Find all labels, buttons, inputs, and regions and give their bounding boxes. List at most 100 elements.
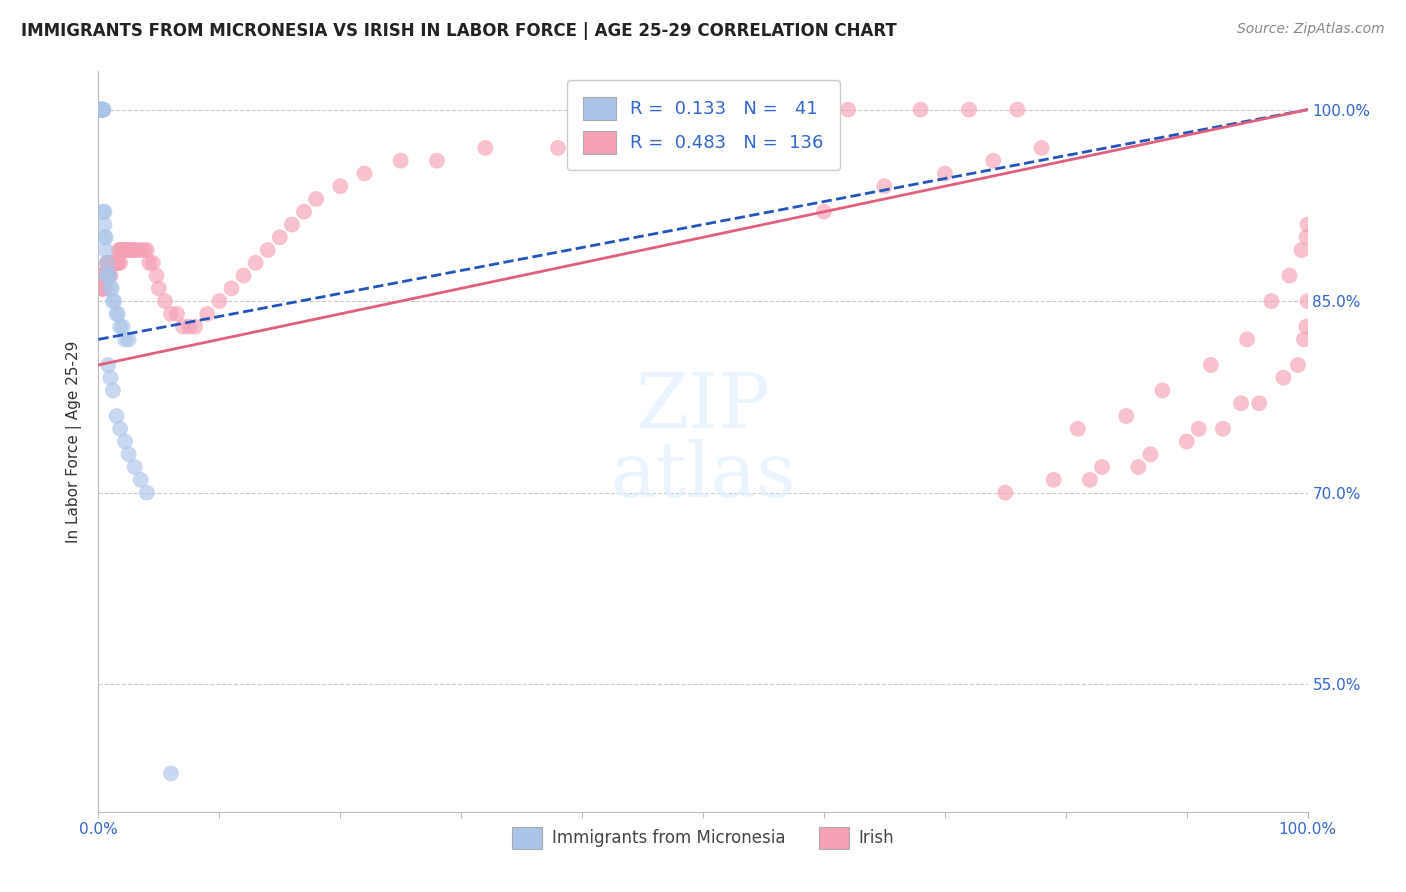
Point xyxy=(91,103,114,117)
Point xyxy=(101,256,124,270)
Legend: Immigrants from Micronesia, Irish: Immigrants from Micronesia, Irish xyxy=(505,821,901,855)
Point xyxy=(97,268,120,283)
Point xyxy=(117,243,139,257)
Point xyxy=(100,268,122,283)
Point xyxy=(1292,333,1315,347)
Point xyxy=(353,166,375,180)
Point xyxy=(1296,218,1319,232)
Point xyxy=(245,256,267,270)
Point xyxy=(100,256,122,270)
Point xyxy=(91,281,114,295)
Point xyxy=(98,256,121,270)
Point xyxy=(94,268,117,283)
Point xyxy=(716,115,738,129)
Point xyxy=(94,230,117,244)
Point xyxy=(96,268,118,283)
Point xyxy=(93,268,115,283)
Point xyxy=(96,256,118,270)
Point xyxy=(135,485,157,500)
Point xyxy=(1115,409,1137,423)
Point xyxy=(1007,103,1029,117)
Point xyxy=(93,218,115,232)
Point xyxy=(89,268,111,283)
Point xyxy=(547,141,569,155)
Point xyxy=(114,333,136,347)
Point xyxy=(118,243,141,257)
Point xyxy=(93,281,115,295)
Point xyxy=(120,243,142,257)
Point xyxy=(94,268,117,283)
Point xyxy=(114,243,136,257)
Point xyxy=(91,281,114,295)
Point xyxy=(94,268,117,283)
Point xyxy=(91,268,114,283)
Point xyxy=(100,370,122,384)
Point xyxy=(103,256,125,270)
Point xyxy=(100,281,122,295)
Point xyxy=(110,243,132,257)
Point xyxy=(142,256,165,270)
Point xyxy=(1078,473,1101,487)
Point xyxy=(105,256,128,270)
Point xyxy=(994,485,1017,500)
Point xyxy=(91,281,114,295)
Point xyxy=(97,268,120,283)
Point xyxy=(91,103,114,117)
Point xyxy=(1175,434,1198,449)
Point xyxy=(1291,243,1313,257)
Point xyxy=(93,268,115,283)
Point xyxy=(232,268,254,283)
Point xyxy=(135,243,157,257)
Point xyxy=(100,256,122,270)
Point xyxy=(108,243,131,257)
Point xyxy=(153,294,176,309)
Point xyxy=(91,281,114,295)
Point xyxy=(90,268,112,283)
Point xyxy=(91,281,114,295)
Point xyxy=(813,204,835,219)
Point xyxy=(111,319,134,334)
Point xyxy=(269,230,291,244)
Point xyxy=(91,103,114,117)
Point xyxy=(100,256,122,270)
Point xyxy=(934,166,956,180)
Point xyxy=(104,256,127,270)
Point xyxy=(100,256,122,270)
Point xyxy=(108,256,131,270)
Point xyxy=(107,256,129,270)
Point xyxy=(97,256,120,270)
Point xyxy=(329,179,352,194)
Point xyxy=(108,319,131,334)
Point xyxy=(1272,370,1295,384)
Point xyxy=(166,307,188,321)
Point xyxy=(595,128,617,143)
Point xyxy=(184,319,207,334)
Point xyxy=(208,294,231,309)
Point xyxy=(1278,268,1301,283)
Point xyxy=(93,230,115,244)
Point xyxy=(96,268,118,283)
Point xyxy=(96,268,118,283)
Point xyxy=(105,307,128,321)
Point xyxy=(93,281,115,295)
Point xyxy=(789,115,811,129)
Point xyxy=(90,103,112,117)
Point xyxy=(111,243,134,257)
Point xyxy=(118,447,141,461)
Point xyxy=(91,281,114,295)
Point xyxy=(94,268,117,283)
Point xyxy=(910,103,932,117)
Point xyxy=(96,268,118,283)
Point xyxy=(105,409,128,423)
Point xyxy=(114,434,136,449)
Point xyxy=(474,141,496,155)
Point xyxy=(124,243,146,257)
Point xyxy=(101,256,124,270)
Point xyxy=(957,103,980,117)
Text: IMMIGRANTS FROM MICRONESIA VS IRISH IN LABOR FORCE | AGE 25-29 CORRELATION CHART: IMMIGRANTS FROM MICRONESIA VS IRISH IN L… xyxy=(21,22,897,40)
Point xyxy=(107,256,129,270)
Point xyxy=(103,294,125,309)
Point xyxy=(91,281,114,295)
Point xyxy=(668,128,690,143)
Point xyxy=(91,103,114,117)
